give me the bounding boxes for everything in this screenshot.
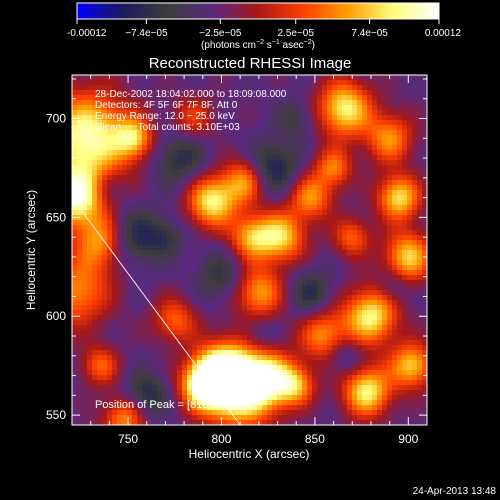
observation-info: 28-Dec-2002 18:04:02.000 to 18:09:08.000… <box>95 89 287 133</box>
plot-frame <box>71 74 428 426</box>
timestamp: 24-Apr-2013 13:48 <box>413 486 497 497</box>
y-tick-label: 550 <box>46 408 66 422</box>
y-tick-label: 700 <box>46 112 66 126</box>
colorbar-tick-label: 7.4e−05 <box>351 28 388 39</box>
info-line: Clean Total counts: 3.10E+03 <box>95 122 240 133</box>
y-axis-label: Heliocentric Y (arcsec) <box>24 190 38 310</box>
colorbar-tick-label: −2.5e−05 <box>199 28 242 39</box>
y-tick-label: 600 <box>46 309 66 323</box>
info-line: 28-Dec-2002 18:04:02.000 to 18:09:08.000 <box>95 89 287 100</box>
x-tick-label: 900 <box>398 432 418 446</box>
x-tick-label: 750 <box>118 432 138 446</box>
x-tick-label: 800 <box>211 432 231 446</box>
info-line: Detectors: 4F 5F 6F 7F 8F, Att 0 <box>95 100 238 111</box>
colorbar <box>76 2 440 20</box>
x-tick-label: 850 <box>305 432 325 446</box>
colorbar-ticks: -0.00012 −7.4e−05 −2.5e−05 2.5e−05 7.4e−05 0.… <box>67 19 461 39</box>
colorbar-tick-label: -0.00012 <box>67 28 107 39</box>
colorbar-tick-label: −7.4e−05 <box>125 28 168 39</box>
info-line: Energy Range: 12.0 − 25.0 keV <box>95 111 235 122</box>
chart-title: Reconstructed RHESSI Image <box>149 55 352 72</box>
y-tick-label: 650 <box>46 210 66 224</box>
heatmap-image <box>72 75 427 425</box>
x-axis: 750 800 850 900 <box>90 75 428 446</box>
colorbar-tick-label: 2.5e−05 <box>277 28 314 39</box>
y-axis: 550 600 650 700 <box>46 78 427 422</box>
x-axis-label: Heliocentric X (arcsec) <box>189 447 310 461</box>
colorbar-tick-label: 0.00012 <box>425 28 462 39</box>
solar-limb-line <box>71 197 241 426</box>
colorbar-units: (photons cm−2 s−1 asec−2) <box>201 39 315 51</box>
peak-position-label: Position of Peak = [810,564] <box>95 399 233 411</box>
